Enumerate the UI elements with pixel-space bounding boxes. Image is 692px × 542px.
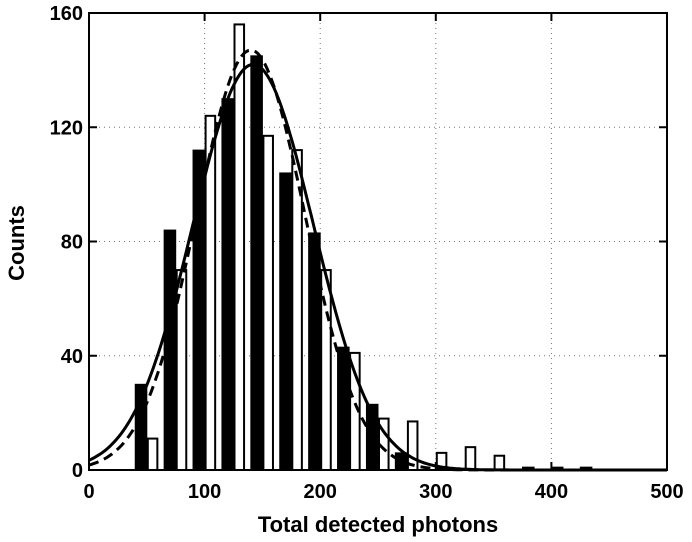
x-tick-label: 0 [83,481,94,503]
x-tick-label: 400 [535,481,568,503]
bar-hollow [233,23,246,472]
bar-filled [394,452,408,471]
bar-filled [279,172,292,471]
y-tick-label: 80 [61,232,83,254]
x-tick-label: 200 [304,481,337,503]
bar-hollow [464,446,477,471]
bar-hollow [493,454,506,471]
bar-filled [337,346,350,471]
x-tick-label: 100 [188,481,221,503]
bar-hollow [291,149,303,471]
histogram-bars [134,23,593,472]
axis-ticks: 0 100 200 300 400 500 0 40 80 120 160 [50,3,684,503]
bar-hollow [262,134,274,471]
y-axis-label: Counts [4,205,29,281]
bar-filled [308,232,321,471]
x-tick-label: 300 [419,481,452,503]
y-tick-label: 40 [61,346,83,368]
bar-filled [250,55,263,471]
bar-hollow [146,437,159,471]
bar-filled [221,98,235,471]
y-tick-label: 120 [50,117,83,139]
y-tick-label: 0 [72,460,83,482]
x-axis-label: Total detected photons [258,512,498,537]
x-tick-label: 500 [650,481,683,503]
y-tick-label: 160 [50,3,83,25]
